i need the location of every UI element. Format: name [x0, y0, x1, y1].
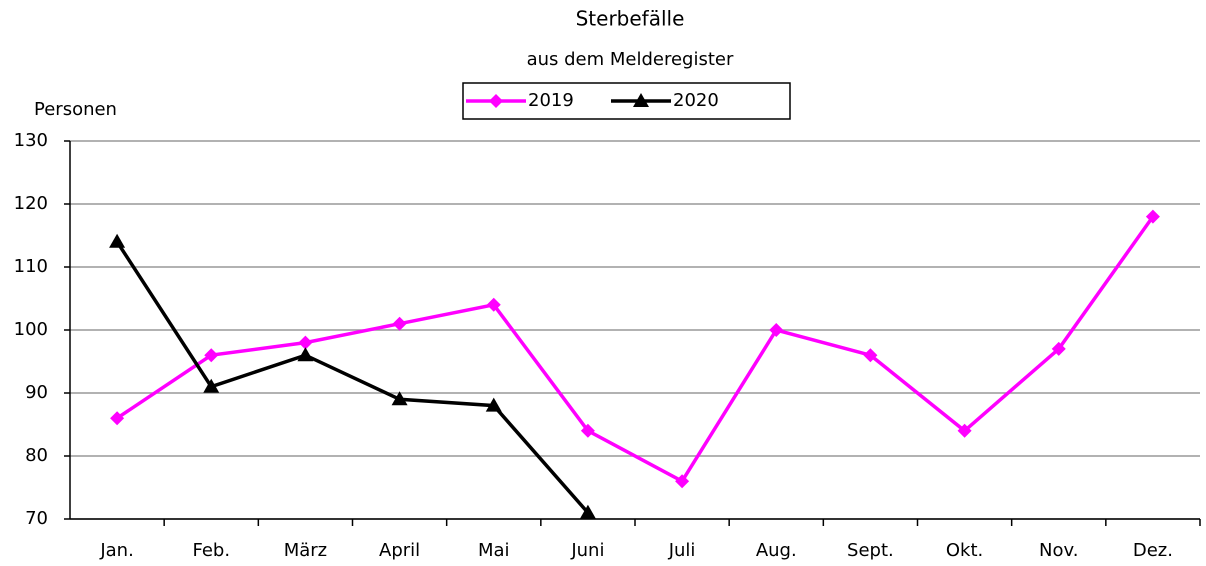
marker-diamond	[489, 94, 503, 108]
marker-diamond	[486, 297, 501, 312]
y-tick-label: 70	[25, 508, 48, 529]
series-line	[116, 215, 1155, 484]
legend-label: 2020	[673, 90, 719, 111]
x-tick-label: Jan.	[99, 540, 133, 561]
x-tick-label: Okt.	[946, 540, 983, 561]
marker-diamond	[204, 348, 219, 363]
marker-triangle	[391, 391, 408, 406]
marker-diamond	[863, 348, 878, 363]
x-tick-label: Sept.	[847, 540, 894, 561]
marker-diamond	[110, 411, 125, 426]
marker-diamond	[675, 474, 690, 489]
marker-diamond	[298, 335, 313, 350]
y-axis-label: Personen	[34, 99, 117, 120]
x-tick-label: Mai	[478, 540, 510, 561]
x-tick-label: Juli	[668, 540, 696, 561]
marker-triangle	[579, 504, 596, 519]
x-tick-label: Nov.	[1039, 540, 1078, 561]
x-tick-label: Aug.	[756, 540, 797, 561]
series-line	[115, 240, 590, 514]
y-tick-label: 90	[25, 382, 48, 403]
marker-diamond	[957, 423, 972, 438]
y-tick-label: 130	[14, 130, 48, 151]
legend-label: 2019	[528, 90, 574, 111]
marker-diamond	[392, 316, 407, 331]
chart-title: Sterbefälle	[576, 7, 685, 31]
x-tick-label: Feb.	[192, 540, 230, 561]
chart-subtitle: aus dem Melderegister	[527, 49, 734, 70]
marker-triangle	[633, 93, 649, 107]
marker-triangle	[203, 378, 220, 393]
x-tick-label: April	[379, 540, 420, 561]
marker-diamond	[769, 323, 784, 337]
x-tick-label: Juni	[570, 540, 604, 561]
y-tick-label: 100	[14, 319, 48, 340]
marker-diamond	[1145, 209, 1160, 224]
marker-diamond	[1051, 341, 1066, 356]
y-tick-label: 120	[14, 193, 48, 214]
y-tick-label: 80	[25, 445, 48, 466]
marker-triangle	[485, 397, 502, 412]
marker-triangle	[109, 233, 126, 248]
x-tick-label: März	[284, 540, 327, 561]
x-tick-label: Dez.	[1133, 540, 1173, 561]
marker-triangle	[297, 347, 314, 362]
marker-diamond	[580, 423, 595, 438]
y-tick-label: 110	[14, 256, 48, 277]
